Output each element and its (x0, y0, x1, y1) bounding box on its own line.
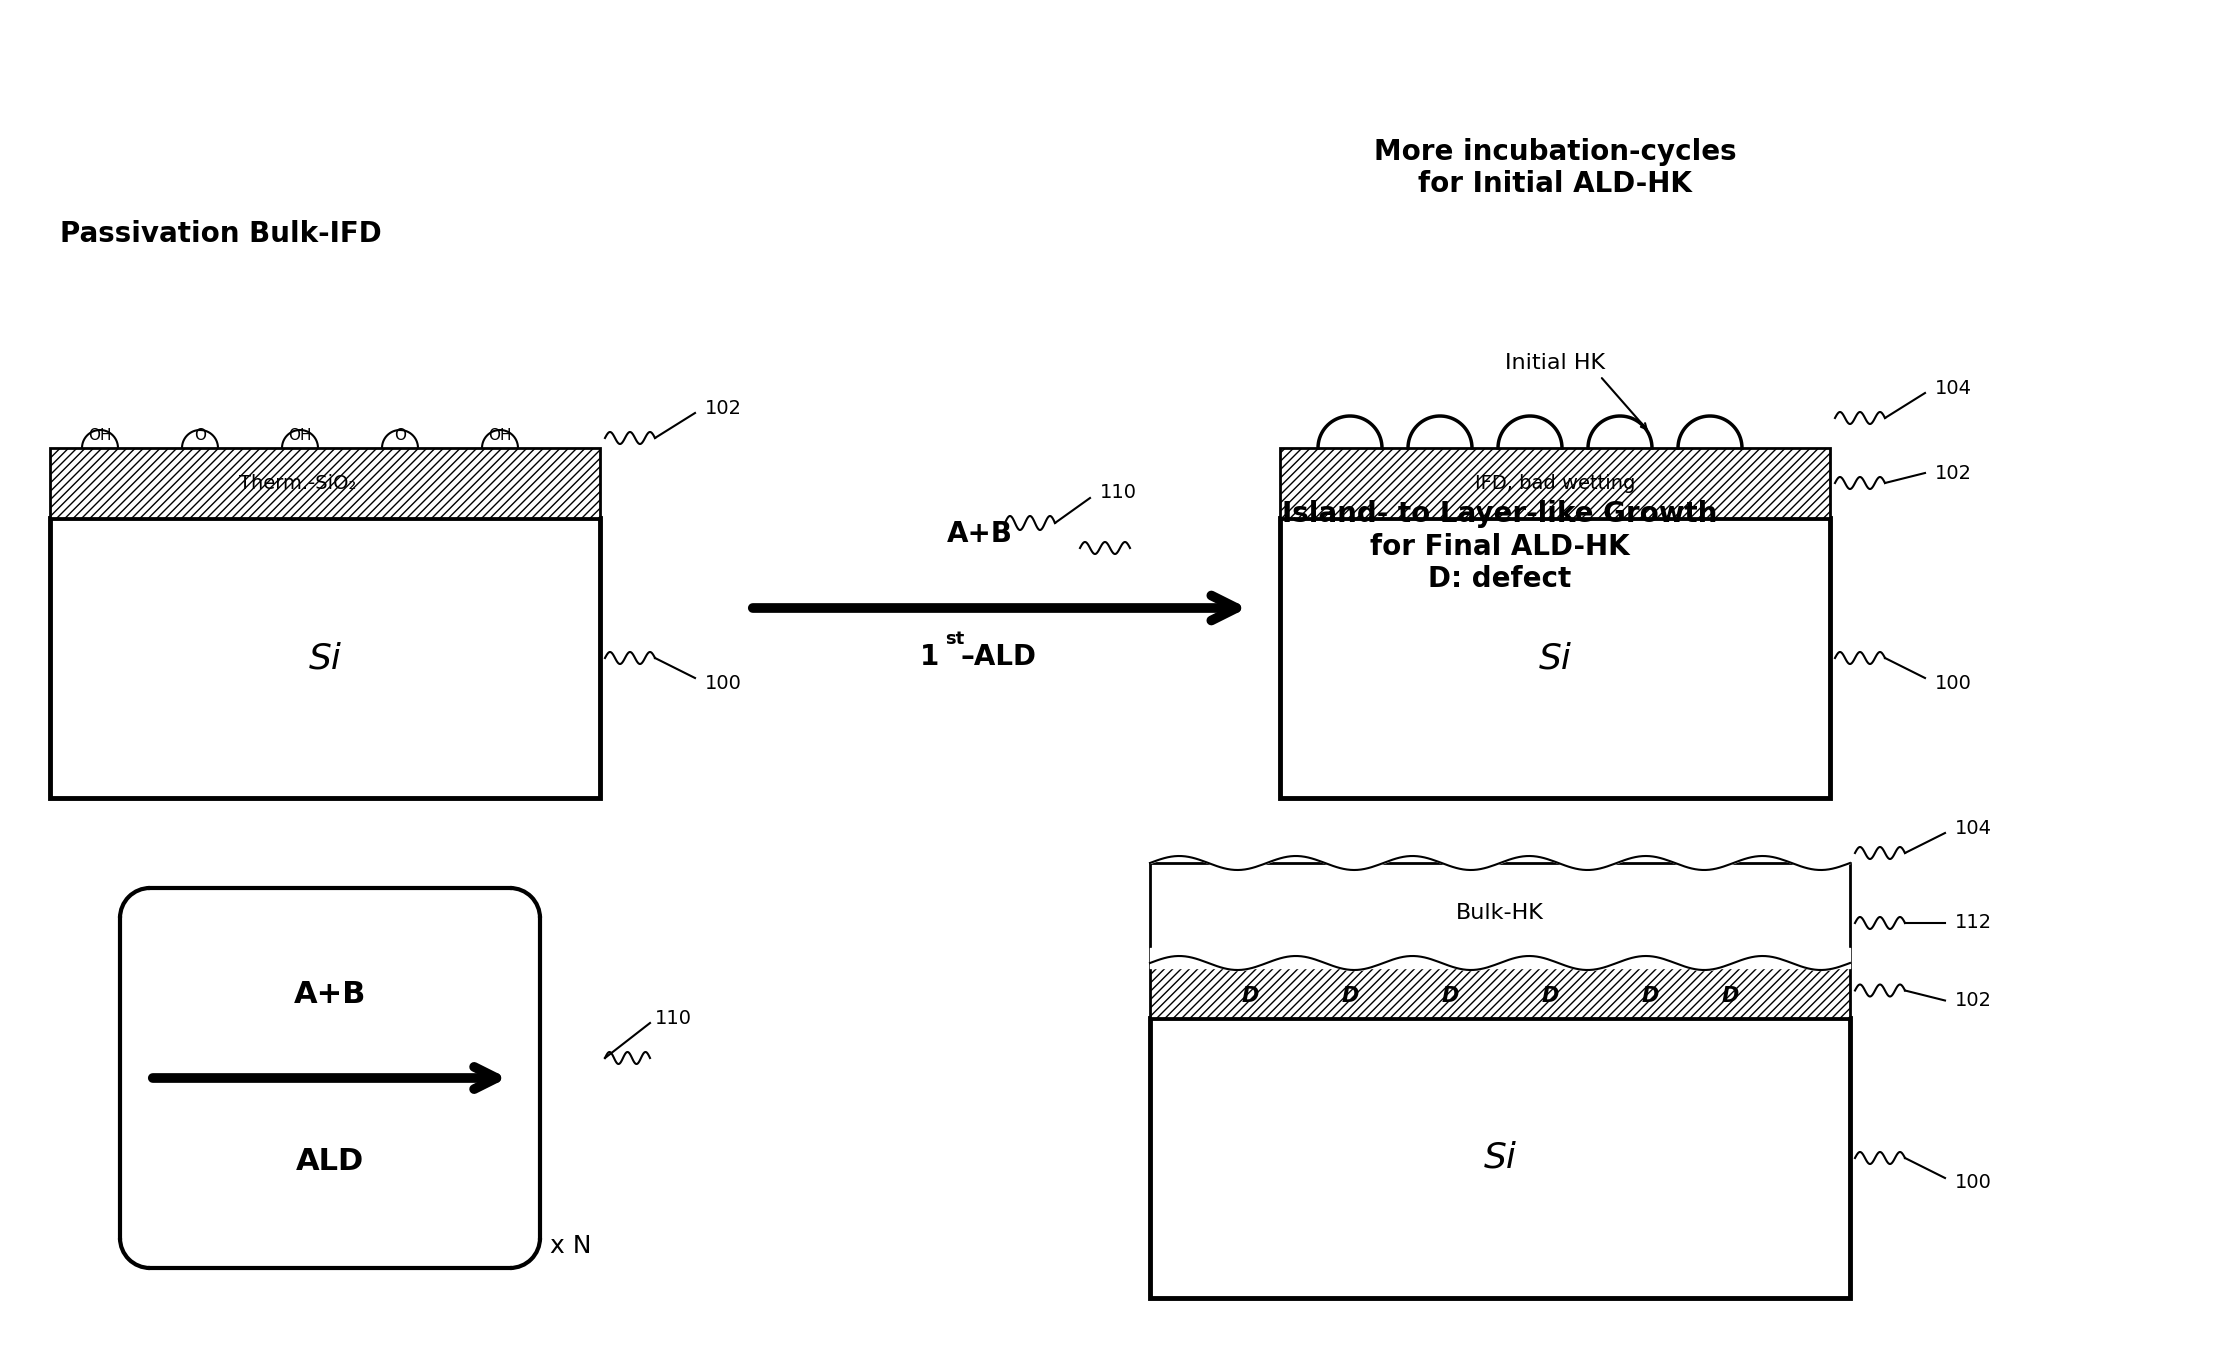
Bar (1280, 448, 1831, 518)
Text: Passivation Bulk-IFD: Passivation Bulk-IFD (60, 220, 383, 248)
Text: 100: 100 (1936, 674, 1972, 693)
Text: x N: x N (551, 1233, 591, 1258)
Bar (49, 448, 600, 518)
Text: D: D (1542, 985, 1558, 1006)
Text: 112: 112 (1956, 914, 1992, 933)
Text: 104: 104 (1956, 818, 1992, 837)
Text: 104: 104 (1936, 379, 1972, 398)
Text: 102: 102 (1956, 991, 1992, 1010)
Text: Initial HK: Initial HK (1504, 353, 1605, 373)
Text: st: st (944, 630, 965, 648)
Text: Therm.-SiO₂: Therm.-SiO₂ (239, 473, 356, 492)
Text: 100: 100 (705, 674, 741, 693)
Bar (1150, 1018, 1851, 1298)
Text: D: D (1341, 985, 1358, 1006)
Text: Si: Si (1484, 1140, 1517, 1175)
Text: –ALD: –ALD (960, 643, 1036, 671)
Bar (1150, 863, 1851, 962)
Text: Si: Si (309, 642, 342, 675)
Text: 102: 102 (1936, 464, 1972, 483)
Text: 110: 110 (656, 1008, 692, 1027)
Text: A+B: A+B (293, 980, 367, 1008)
Text: O: O (394, 429, 405, 443)
Text: D: D (1242, 985, 1258, 1006)
Text: OH: OH (488, 429, 513, 443)
Text: D: D (1721, 985, 1739, 1006)
Text: ALD: ALD (295, 1147, 365, 1175)
Text: 100: 100 (1956, 1174, 1992, 1193)
Text: O: O (195, 429, 206, 443)
Text: IFD, bad wetting: IFD, bad wetting (1475, 473, 1636, 492)
Text: 1: 1 (920, 643, 940, 671)
Text: A+B: A+B (947, 520, 1014, 549)
Text: More incubation-cycles
for Initial ALD-HK: More incubation-cycles for Initial ALD-H… (1374, 137, 1737, 198)
Text: Bulk-HK: Bulk-HK (1457, 903, 1544, 923)
Text: D: D (1441, 985, 1459, 1006)
Bar (1150, 962, 1851, 1018)
Bar (1280, 518, 1831, 798)
Text: Si: Si (1538, 642, 1571, 675)
Text: OH: OH (289, 429, 311, 443)
Text: D: D (1640, 985, 1658, 1006)
Text: 102: 102 (705, 399, 743, 418)
Text: Island- to Layer-like Growth
for Final ALD-HK
D: defect: Island- to Layer-like Growth for Final A… (1282, 500, 1719, 593)
Text: OH: OH (87, 429, 112, 443)
Text: 110: 110 (1101, 484, 1137, 503)
Bar (49, 518, 600, 798)
